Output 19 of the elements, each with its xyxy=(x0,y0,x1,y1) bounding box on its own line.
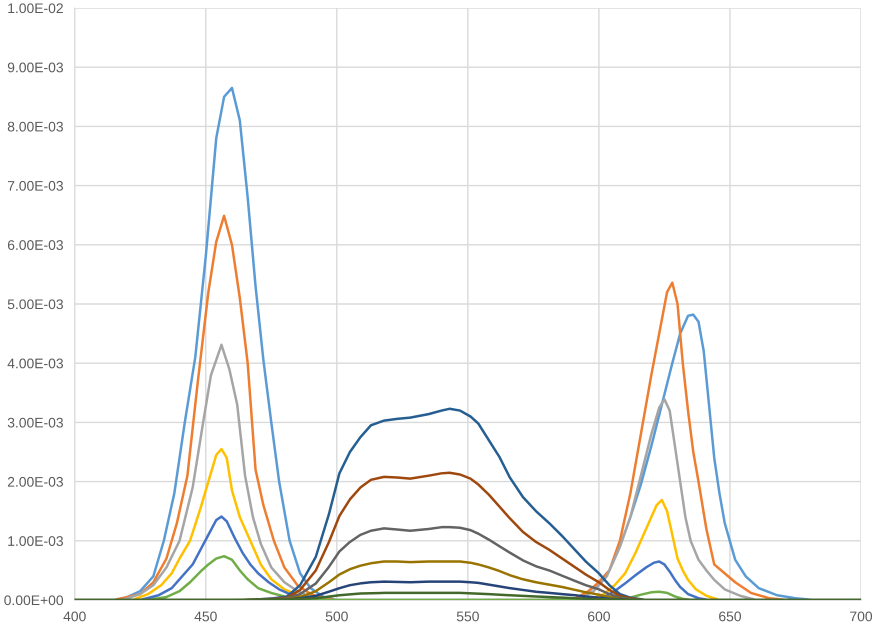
x-tick-label: 500 xyxy=(326,611,348,622)
x-tick-label: 550 xyxy=(456,611,479,622)
y-tick-label: 0.00E+00 xyxy=(4,595,64,606)
y-tick-label: 2.00E-03 xyxy=(8,476,63,487)
y-tick-label: 8.00E-03 xyxy=(8,122,63,132)
y-tick-label: 3.00E-03 xyxy=(8,418,63,428)
y-tick-label: 4.00E-03 xyxy=(8,358,63,368)
x-tick-label: 650 xyxy=(719,611,742,622)
x-tick-label: 700 xyxy=(850,611,872,622)
y-tick-label: 9.00E-03 xyxy=(8,62,63,72)
y-tick-label: 7.00E-03 xyxy=(8,180,63,191)
x-tick-label: 450 xyxy=(194,611,217,622)
y-tick-label: 1.00E-02 xyxy=(8,3,63,14)
line-series xyxy=(74,592,862,600)
x-tick-label: 600 xyxy=(588,611,610,622)
x-tick-label: 400 xyxy=(63,611,86,622)
y-tick-label: 5.00E-03 xyxy=(8,299,63,310)
y-tick-label: 6.00E-03 xyxy=(8,240,63,250)
y-tick-label: 1.00E-03 xyxy=(8,536,63,546)
